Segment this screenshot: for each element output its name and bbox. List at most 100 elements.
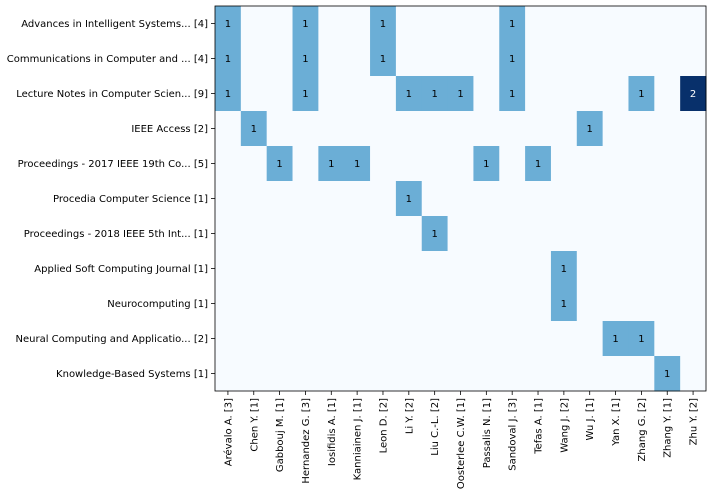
column-label: Arévalo A. [3] <box>222 398 234 466</box>
heatmap-cell <box>602 356 629 392</box>
heatmap-cell <box>576 251 604 287</box>
heatmap-cell <box>550 251 578 287</box>
cell-value-label: 1 <box>276 159 282 170</box>
heatmap-cell <box>447 146 474 182</box>
cell-value-label: 1 <box>509 54 515 65</box>
heatmap-cell <box>344 356 371 392</box>
column-label: Oosterlee C.W. [1] <box>456 398 467 489</box>
heatmap-cell <box>266 181 294 217</box>
heatmap-cell <box>499 286 526 322</box>
heatmap-cell <box>395 321 423 357</box>
cell-value-label: 1 <box>561 299 567 310</box>
heatmap-cell <box>576 111 604 147</box>
heatmap-cell <box>370 216 397 252</box>
heatmap-cell <box>215 356 242 392</box>
cell-value-label: 1 <box>354 159 360 170</box>
heatmap-cell <box>292 76 319 112</box>
cell-value-label: 1 <box>664 369 670 380</box>
heatmap-cell <box>473 41 500 77</box>
heatmap-cell <box>602 41 629 77</box>
heatmap-cell <box>525 181 552 217</box>
heatmap-cell <box>370 251 397 287</box>
heatmap-cell <box>550 181 578 217</box>
heatmap-cell <box>370 111 397 147</box>
heatmap-cell <box>292 356 319 392</box>
heatmap-cell <box>421 41 449 77</box>
heatmap-cell <box>370 321 397 357</box>
heatmap-cell <box>318 6 345 42</box>
heatmap-cell <box>292 41 319 77</box>
heatmap-cell <box>240 6 268 42</box>
heatmap-cell <box>550 6 578 42</box>
heatmap-cell <box>628 216 655 252</box>
cell-value-label: 1 <box>302 54 308 65</box>
heatmap-cell <box>292 146 319 182</box>
heatmap-cell <box>576 216 604 252</box>
heatmap-cell <box>318 356 345 392</box>
heatmap-cell <box>680 111 707 147</box>
heatmap-cell <box>628 111 655 147</box>
heatmap-cells: 1 1 1 1 1 1 1 1 1 1 1 1 1 1 1 2 1 1 1 1 1 1 1 1 1 1 1 1 1 1 <box>215 6 707 392</box>
heatmap-cell <box>576 76 604 112</box>
heatmap-cell <box>266 356 294 392</box>
heatmap-cell <box>447 111 474 147</box>
row-label: Advances in Intelligent Systems... [4] <box>21 19 208 30</box>
heatmap-cell <box>680 41 707 77</box>
cell-value-label: 1 <box>406 89 412 100</box>
heatmap-cell <box>370 181 397 217</box>
heatmap-cell <box>318 76 345 112</box>
column-label: Sandoval J. [3] <box>508 398 519 471</box>
heatmap-cell <box>499 146 526 182</box>
heatmap-cell <box>525 321 552 357</box>
heatmap-cell <box>421 76 449 112</box>
heatmap-cell <box>215 286 242 322</box>
heatmap-cell <box>266 146 294 182</box>
heatmap-cell <box>499 181 526 217</box>
column-label: Liu C.-L. [2] <box>430 398 441 456</box>
heatmap-cell <box>473 251 500 287</box>
cell-value-label: 1 <box>302 89 308 100</box>
column-label: Iosifidis A. [1] <box>327 398 338 466</box>
heatmap-cell <box>215 111 242 147</box>
heatmap-cell <box>318 111 345 147</box>
heatmap-cell <box>525 251 552 287</box>
heatmap-cell <box>602 181 629 217</box>
heatmap-cell <box>654 216 681 252</box>
heatmap-cell <box>395 181 423 217</box>
heatmap-cell <box>576 286 604 322</box>
heatmap-cell <box>628 76 655 112</box>
heatmap-cell <box>602 321 629 357</box>
column-label: Yan X. [1] <box>611 398 622 447</box>
heatmap-cell <box>240 251 268 287</box>
heatmap-cell <box>395 216 423 252</box>
heatmap-cell <box>266 321 294 357</box>
heatmap-cell <box>395 6 423 42</box>
heatmap-cell <box>266 41 294 77</box>
column-label: Wu J. [1] <box>585 398 596 441</box>
heatmap-cell <box>602 216 629 252</box>
heatmap-cell <box>602 286 629 322</box>
heatmap-cell <box>473 6 500 42</box>
heatmap-cell <box>292 216 319 252</box>
heatmap-cell <box>525 111 552 147</box>
row-label: Procedia Computer Science [1] <box>53 194 208 205</box>
heatmap-cell <box>421 286 449 322</box>
heatmap-cell <box>370 41 397 77</box>
heatmap-cell <box>395 146 423 182</box>
heatmap-cell <box>215 146 242 182</box>
heatmap-cell <box>654 76 681 112</box>
heatmap-cell <box>654 321 681 357</box>
cell-value-label: 1 <box>509 19 515 30</box>
heatmap-cell <box>240 41 268 77</box>
heatmap-cell <box>473 356 500 392</box>
heatmap-cell <box>447 321 474 357</box>
row-label: Applied Soft Computing Journal [1] <box>34 264 208 275</box>
column-label: Zhang G. [2] <box>637 398 648 462</box>
heatmap-cell <box>525 356 552 392</box>
heatmap-cell <box>680 181 707 217</box>
heatmap-cell <box>370 356 397 392</box>
heatmap-cell <box>680 6 707 42</box>
heatmap-cell <box>654 41 681 77</box>
heatmap-cell <box>473 321 500 357</box>
